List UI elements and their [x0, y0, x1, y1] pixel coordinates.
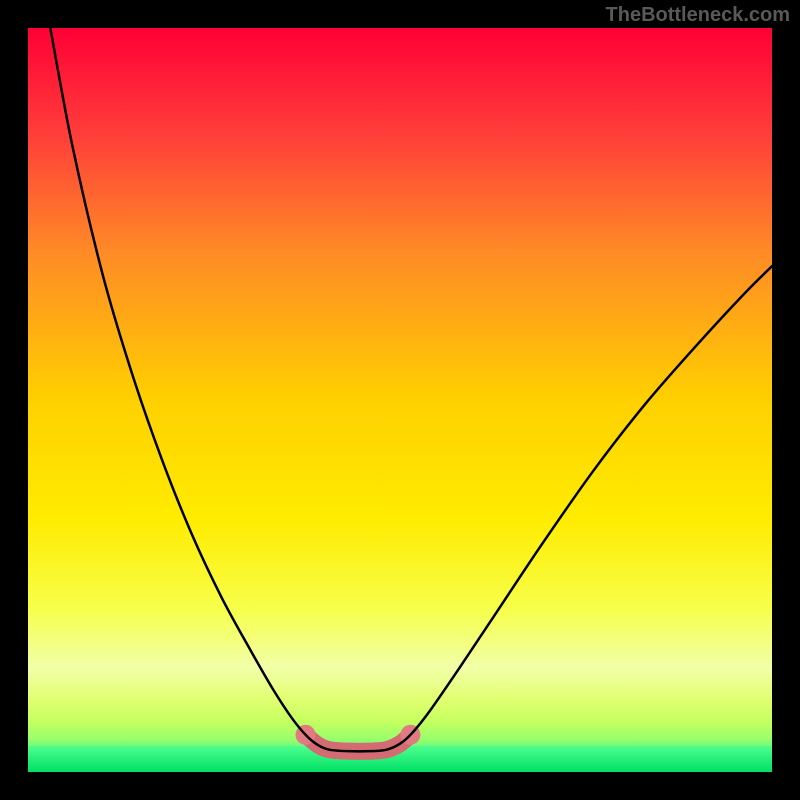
highlight-trough: [306, 735, 411, 752]
watermark-text: TheBottleneck.com: [606, 4, 790, 27]
bottleneck-curve: [50, 28, 772, 751]
curve-overlay: [28, 28, 772, 772]
chart-frame: TheBottleneck.com: [0, 0, 800, 800]
plot-area: [28, 28, 772, 772]
